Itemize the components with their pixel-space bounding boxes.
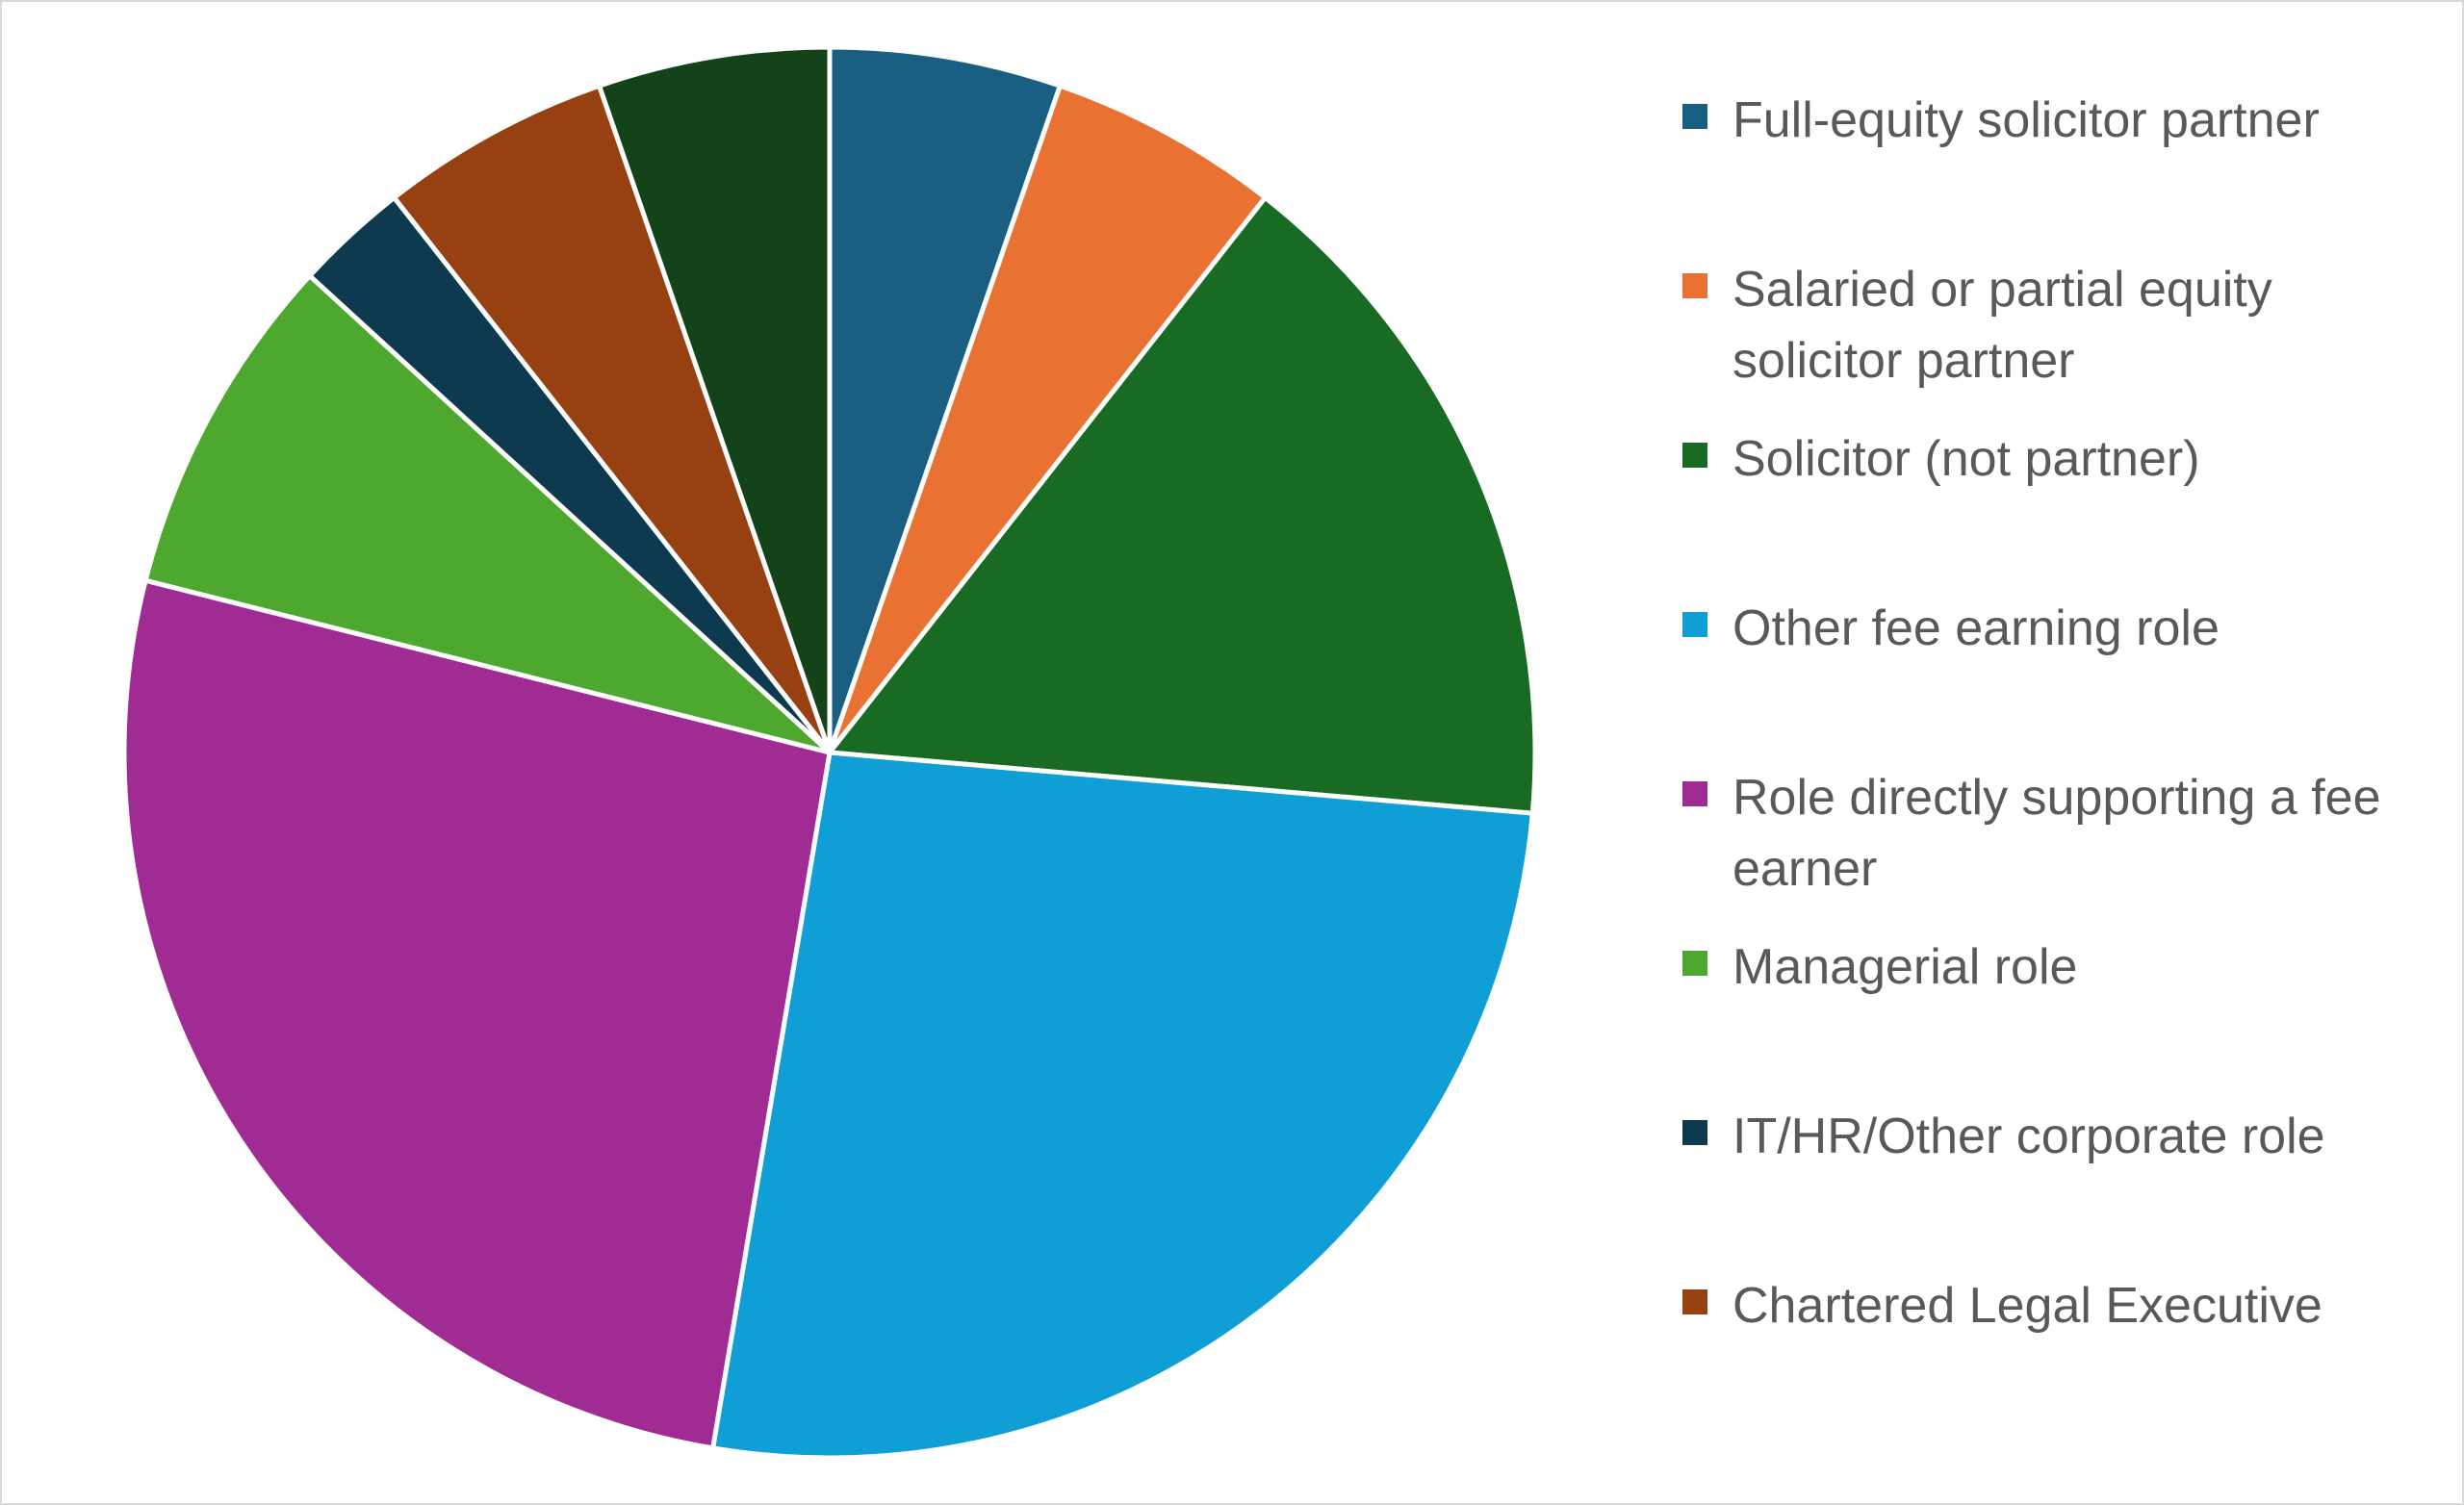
pie-slices [121, 44, 1538, 1461]
legend-swatch [1682, 781, 1707, 806]
legend-swatch [1682, 104, 1707, 129]
legend-label: Salaried or partial equity solicitor par… [1732, 262, 2272, 389]
pie-slice-5 [121, 577, 833, 1451]
legend-label: Role directly supporting a fee earner [1732, 770, 2381, 897]
legend-swatch [1682, 1120, 1707, 1145]
legend-label: Solicitor (not partner) [1732, 431, 2200, 487]
pie-slice-1 [827, 44, 1063, 755]
legend-swatch [1682, 612, 1707, 637]
pie-slice-2 [827, 83, 1269, 755]
pie-slice-9 [597, 44, 833, 755]
legend-swatch [1682, 951, 1707, 976]
legend-label: Managerial role [1732, 939, 2078, 995]
legend-label: Other fee earning role [1732, 600, 2220, 656]
pie-slice-3 [827, 194, 1538, 816]
pie-slice-6 [142, 273, 833, 755]
pie-slice-4 [710, 750, 1535, 1461]
legend-swatch [1682, 273, 1707, 298]
legend-swatch [1682, 1289, 1707, 1314]
legend-swatch [1682, 443, 1707, 468]
legend-label: Chartered Legal Executive [1732, 1278, 2323, 1334]
pie-slice-8 [391, 83, 833, 755]
legend-label: Full-equity solicitor partner [1732, 92, 2320, 148]
legend-label: IT/HR/Other corporate role [1732, 1109, 2325, 1164]
